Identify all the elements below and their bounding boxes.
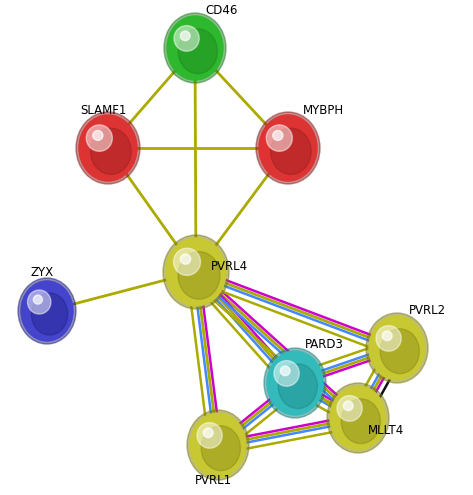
Text: PARD3: PARD3 [305, 339, 344, 351]
Ellipse shape [180, 31, 190, 41]
Ellipse shape [174, 26, 199, 51]
Ellipse shape [187, 410, 249, 480]
Ellipse shape [266, 125, 292, 151]
Ellipse shape [164, 13, 226, 83]
Text: PVRL2: PVRL2 [409, 303, 446, 316]
Ellipse shape [178, 29, 218, 74]
Text: MYBPH: MYBPH [303, 103, 344, 116]
Text: CD46: CD46 [205, 3, 237, 16]
Ellipse shape [166, 238, 226, 306]
Ellipse shape [76, 112, 140, 184]
Ellipse shape [273, 131, 283, 141]
Ellipse shape [18, 278, 76, 344]
Ellipse shape [366, 313, 428, 383]
Ellipse shape [280, 366, 290, 376]
Ellipse shape [34, 295, 43, 304]
Ellipse shape [382, 331, 392, 341]
Text: PVRL4: PVRL4 [211, 260, 248, 274]
Ellipse shape [376, 326, 401, 351]
Ellipse shape [341, 399, 380, 444]
Ellipse shape [264, 348, 326, 418]
Ellipse shape [27, 290, 51, 314]
Ellipse shape [274, 360, 299, 386]
Ellipse shape [31, 293, 68, 335]
Ellipse shape [79, 115, 137, 181]
Ellipse shape [271, 128, 311, 174]
Ellipse shape [259, 115, 317, 181]
Ellipse shape [86, 125, 113, 151]
Ellipse shape [201, 426, 240, 471]
Ellipse shape [91, 128, 131, 174]
Ellipse shape [93, 131, 103, 141]
Ellipse shape [203, 428, 213, 438]
Text: ZYX: ZYX [30, 266, 53, 280]
Ellipse shape [267, 351, 323, 415]
Ellipse shape [327, 383, 389, 453]
Ellipse shape [369, 316, 425, 380]
Ellipse shape [197, 423, 222, 448]
Ellipse shape [21, 281, 73, 341]
Ellipse shape [178, 251, 220, 299]
Ellipse shape [256, 112, 320, 184]
Ellipse shape [180, 254, 191, 264]
Ellipse shape [190, 413, 246, 477]
Text: PVRL1: PVRL1 [194, 474, 232, 487]
Ellipse shape [343, 401, 353, 411]
Text: SLAMF1: SLAMF1 [80, 103, 126, 116]
Ellipse shape [380, 329, 420, 374]
Ellipse shape [337, 396, 362, 421]
Text: MLLT4: MLLT4 [368, 424, 404, 437]
Ellipse shape [167, 16, 223, 80]
Ellipse shape [330, 386, 386, 450]
Ellipse shape [174, 248, 201, 275]
Ellipse shape [278, 364, 317, 408]
Ellipse shape [163, 235, 229, 309]
